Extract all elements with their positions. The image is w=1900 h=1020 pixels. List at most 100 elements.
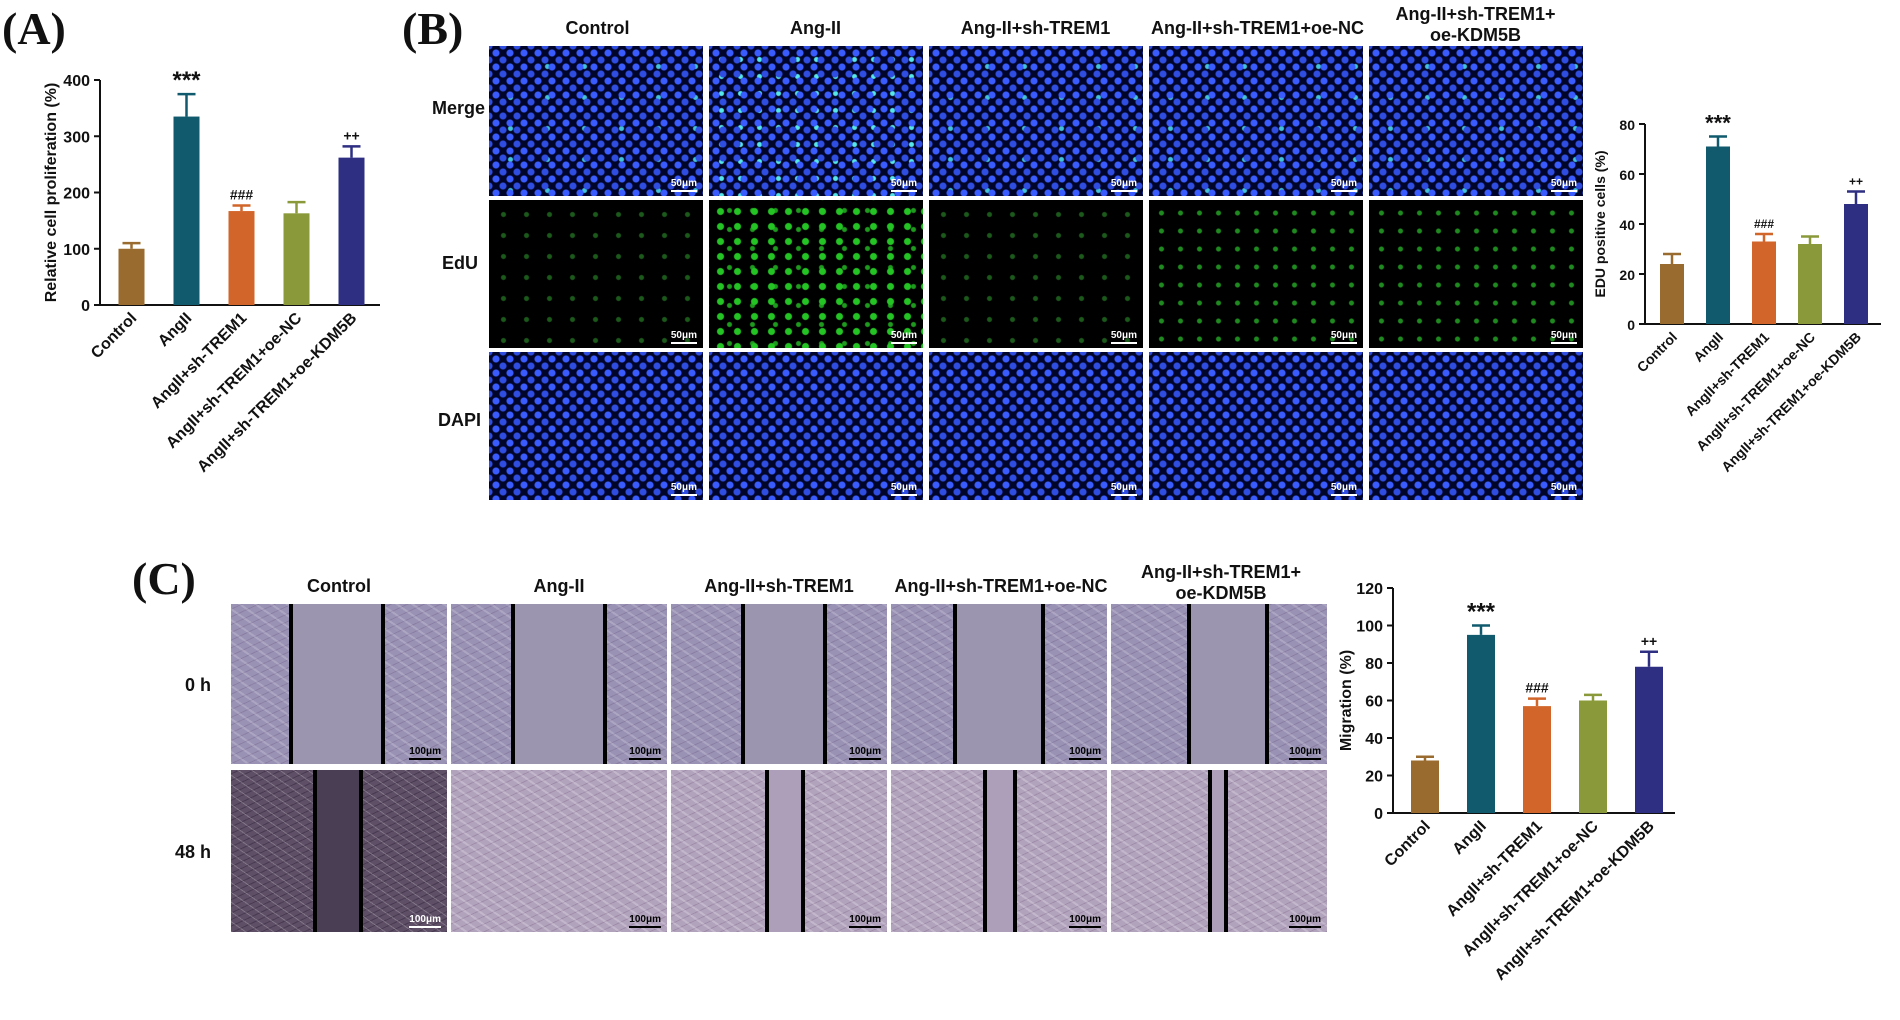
wound-image-48h-control: 100μm — [231, 770, 447, 932]
y-tick-label: 80 — [1365, 656, 1383, 673]
wound-image-0h-oe-kdm5b: 100μm — [1111, 604, 1327, 764]
x-tick-label: AngII — [1690, 329, 1726, 365]
edu-image-dapi-oe-kdm5b: 50μm — [1369, 352, 1583, 500]
scale-bar: 100μm — [409, 914, 441, 928]
wound-col-label-sh-trem1: Ang-II+sh-TREM1 — [704, 576, 854, 596]
wound-col-label-oe-nc: Ang-II+sh-TREM1+oe-NC — [894, 576, 1108, 596]
edu-image-merge-oe-kdm5b: 50μm — [1369, 46, 1583, 196]
scale-bar: 50μm — [671, 482, 697, 496]
wound-col-label-angii: Ang-II — [533, 576, 585, 596]
wound-image-0h-angii: 100μm — [451, 604, 667, 764]
y-tick-label: 60 — [1365, 694, 1383, 711]
y-tick-label: 40 — [1619, 217, 1635, 233]
significance-label: *** — [172, 67, 201, 94]
edu-image-edu-angii: 50μm — [709, 200, 923, 348]
bar — [338, 157, 365, 305]
bar — [1844, 204, 1868, 324]
edu-col-label-angii: Ang-II — [790, 18, 841, 38]
y-axis-label: Migration (%) — [1338, 650, 1355, 751]
scale-bar: 50μm — [1331, 178, 1357, 192]
scale-bar: 50μm — [1551, 178, 1577, 192]
x-tick-label: AngII+sh-TREM1 — [1444, 818, 1546, 920]
edu-image-dapi-control: 50μm — [489, 352, 703, 500]
y-tick-label: 20 — [1365, 769, 1383, 786]
edu-image-dapi-oe-nc: 50μm — [1149, 352, 1363, 500]
x-tick-label: AngII — [155, 310, 195, 350]
significance-label: ### — [1525, 680, 1549, 696]
wound-image-0h-control: 100μm — [231, 604, 447, 764]
edu-col-label-oe-kdm5b: Ang-II+sh-TREM1+ oe-KDM5B — [1395, 4, 1556, 45]
scale-bar: 50μm — [1331, 482, 1357, 496]
edu-image-merge-control: 50μm — [489, 46, 703, 196]
y-tick-label: 400 — [63, 73, 90, 90]
edu-col-label-oe-nc: Ang-II+sh-TREM1+oe-NC — [1150, 18, 1364, 38]
wound-image-48h-oe-kdm5b: 100μm — [1111, 770, 1327, 932]
bar — [173, 116, 200, 305]
scale-bar: 50μm — [891, 178, 917, 192]
x-tick-label: Control — [88, 310, 140, 362]
y-tick-label: 60 — [1619, 167, 1635, 183]
edu-image-merge-sh-trem1: 50μm — [929, 46, 1143, 196]
y-axis-label: EDU positive cells (%) — [1592, 150, 1608, 297]
wound-image-48h-sh-trem1: 100μm — [671, 770, 887, 932]
bar — [228, 211, 255, 305]
bar — [1752, 241, 1776, 324]
x-tick-label: Control — [1634, 329, 1681, 376]
y-tick-label: 100 — [1356, 619, 1383, 636]
bar — [1467, 634, 1495, 813]
y-tick-label: 0 — [1374, 806, 1383, 823]
y-tick-label: 100 — [63, 242, 90, 259]
scale-bar: 50μm — [1331, 330, 1357, 344]
bar — [1523, 706, 1551, 813]
y-tick-label: 120 — [1356, 581, 1383, 598]
scale-bar: 50μm — [1551, 482, 1577, 496]
edu-col-label-control: Control — [565, 18, 630, 38]
y-tick-label: 20 — [1619, 267, 1635, 283]
significance-label: *** — [1705, 111, 1731, 136]
y-tick-label: 40 — [1365, 731, 1383, 748]
scale-bar: 50μm — [891, 482, 917, 496]
bar — [1635, 666, 1663, 813]
panel-label-c: (C) — [132, 553, 196, 604]
bar — [1411, 760, 1439, 813]
wound-image-48h-oe-nc: 100μm — [891, 770, 1107, 932]
scale-bar: 50μm — [1551, 330, 1577, 344]
wound-row-label-0h: 0 h — [185, 675, 212, 695]
scale-bar: 50μm — [1111, 330, 1137, 344]
wound-row-label-48h: 48 h — [175, 842, 212, 862]
significance-label: ++ — [1641, 633, 1657, 649]
edu-row-label-dapi: DAPI — [438, 410, 482, 430]
edu-image-edu-sh-trem1: 50μm — [929, 200, 1143, 348]
y-tick-label: 0 — [81, 298, 90, 315]
wound-col-label-oe-kdm5b: Ang-II+sh-TREM1+ oe-KDM5B — [1140, 562, 1301, 603]
scale-bar: 100μm — [1069, 746, 1101, 760]
scale-bar: 100μm — [849, 914, 881, 928]
scale-bar: 100μm — [1289, 746, 1321, 760]
panel-label-a: (A) — [2, 3, 66, 54]
panel-label-b: (B) — [402, 3, 464, 54]
scale-bar: 100μm — [629, 914, 661, 928]
wound-image-0h-oe-nc: 100μm — [891, 604, 1107, 764]
bar — [1660, 264, 1684, 324]
wound-image-48h-angii: 100μm — [451, 770, 667, 932]
scale-bar: 100μm — [409, 746, 441, 760]
scale-bar: 100μm — [1289, 914, 1321, 928]
bar — [1706, 146, 1730, 324]
chart-c-migration: 0 20 40 60 80 100 120 Migration (%) Control *** An… — [1338, 581, 1675, 984]
significance-label: ### — [230, 186, 254, 202]
bar — [1798, 244, 1822, 324]
y-axis-label: Relative cell proliferation (%) — [43, 83, 60, 303]
x-tick-label: AngII+sh-TREM1 — [1682, 329, 1772, 419]
significance-label: ### — [1754, 217, 1774, 231]
edu-image-dapi-sh-trem1: 50μm — [929, 352, 1143, 500]
wound-image-0h-sh-trem1: 100μm — [671, 604, 887, 764]
edu-row-label-edu: EdU — [442, 253, 478, 273]
significance-label: ++ — [1849, 175, 1863, 189]
bar — [118, 248, 145, 305]
edu-image-merge-oe-nc: 50μm — [1149, 46, 1363, 196]
scale-bar: 50μm — [671, 178, 697, 192]
scale-bar: 50μm — [1111, 178, 1137, 192]
significance-label: *** — [1467, 599, 1496, 626]
scale-bar: 100μm — [629, 746, 661, 760]
